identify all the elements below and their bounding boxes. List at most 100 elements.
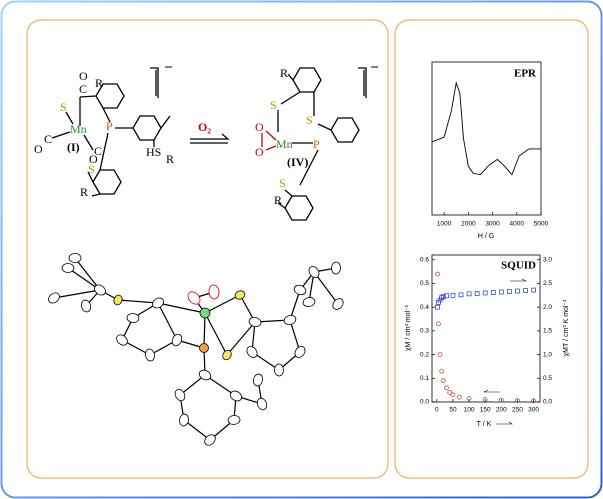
reagent: O₂	[198, 120, 211, 134]
point	[457, 394, 462, 400]
point	[531, 287, 536, 293]
x-tick-label: 50	[449, 407, 457, 414]
point	[482, 290, 488, 296]
atom-label: S	[60, 100, 67, 114]
atom	[208, 284, 220, 300]
atom-label: P	[313, 137, 320, 151]
y-tick-label: 0.0	[420, 399, 429, 406]
bond	[226, 321, 256, 356]
point	[436, 321, 441, 327]
point	[439, 368, 445, 374]
point	[447, 390, 453, 395]
atom	[48, 292, 60, 304]
point	[440, 294, 446, 300]
atom	[187, 291, 201, 305]
point	[523, 288, 528, 293]
atom-label: O	[34, 142, 43, 156]
y2-tick-label: 1.5	[543, 328, 552, 335]
atom	[256, 397, 268, 411]
bond	[179, 374, 206, 396]
atom-label: R	[166, 152, 174, 166]
atom	[227, 415, 241, 425]
atom-label: Mn	[276, 137, 293, 151]
atom	[274, 363, 284, 377]
atom	[174, 388, 186, 402]
y-tick-label: 0.5	[420, 280, 429, 287]
x-tick-label: 100	[464, 407, 475, 414]
point	[436, 300, 441, 305]
bond	[203, 312, 206, 349]
atom	[308, 266, 320, 278]
atom-label: C	[44, 132, 52, 146]
y2-tick-label: 2.5	[543, 280, 552, 287]
x-tick-label: 5000	[534, 221, 549, 228]
atom-label: R	[80, 185, 88, 199]
y2-axis-label: χMT / cm³ K mol⁻¹	[563, 299, 570, 357]
complex-iv-bonds	[261, 67, 367, 221]
y2-tick-label: 0.5	[543, 375, 552, 382]
atom	[302, 297, 316, 307]
bond	[74, 257, 101, 291]
point	[498, 397, 504, 403]
bond	[157, 302, 178, 341]
atom	[126, 313, 140, 323]
atom	[283, 314, 297, 326]
complex-number: (I)	[67, 140, 80, 154]
point	[466, 291, 472, 297]
atom	[199, 307, 211, 319]
bond	[117, 299, 159, 304]
bond	[204, 312, 228, 356]
atom	[116, 334, 128, 346]
point	[531, 398, 536, 404]
atom	[145, 348, 155, 362]
point	[515, 288, 520, 294]
complex-i-bonds	[51, 67, 171, 197]
plot-frame	[431, 254, 541, 403]
atom	[199, 343, 209, 353]
point	[435, 271, 440, 277]
x-tick-label: 1000	[437, 221, 452, 228]
point	[450, 292, 456, 298]
point	[439, 295, 445, 301]
atom	[179, 413, 189, 427]
plot-frame	[431, 61, 542, 216]
atom-label: O	[255, 120, 264, 134]
x-tick-label: 300	[528, 407, 539, 414]
y2-tick-label: 2.0	[543, 304, 552, 311]
point	[498, 289, 504, 295]
atom	[222, 349, 232, 361]
plot-title: EPR	[514, 68, 537, 80]
left-panel	[26, 19, 389, 479]
atom	[204, 434, 216, 446]
point	[466, 396, 472, 401]
point	[482, 397, 488, 402]
atom-label: O	[79, 69, 88, 83]
point	[490, 290, 496, 295]
y-tick-label: 0.1	[420, 375, 429, 382]
atom-label: S	[279, 176, 286, 190]
point	[444, 293, 449, 299]
atom	[113, 294, 123, 306]
atom-label: O	[89, 152, 98, 166]
y-tick-label: 0.4	[420, 304, 429, 311]
atom	[246, 346, 258, 358]
reaction-arrow	[190, 133, 230, 144]
bond	[53, 289, 101, 299]
y2-tick-label: 3.0	[543, 256, 552, 263]
point	[507, 289, 512, 294]
point	[435, 304, 440, 310]
point	[474, 291, 480, 296]
x-tick-label: 2000	[461, 221, 476, 228]
atom-label: S	[306, 113, 313, 127]
atom-label: P	[106, 119, 113, 133]
y2-tick-label: 0.0	[543, 399, 552, 406]
crystal-structure	[48, 253, 344, 446]
atom	[294, 346, 306, 358]
series-arrow	[483, 389, 500, 393]
x-tick-label: 4000	[510, 221, 525, 228]
bond	[67, 267, 101, 291]
atom-label: Mn	[70, 122, 87, 136]
series-arrow	[510, 278, 527, 282]
atom	[151, 297, 165, 309]
